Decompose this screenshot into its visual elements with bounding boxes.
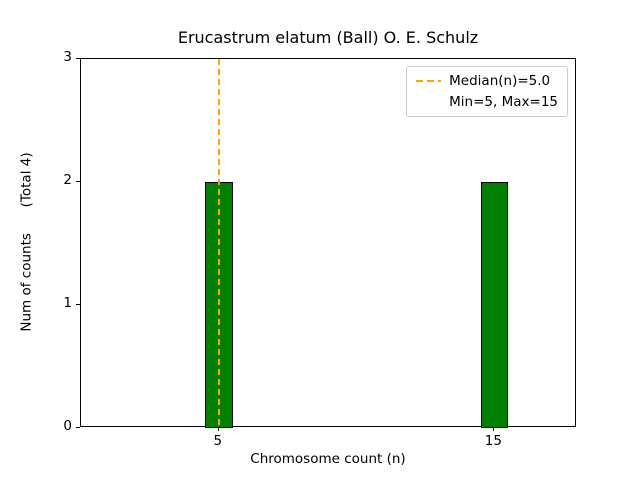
legend-label-minmax: Min=5, Max=15 (449, 94, 558, 111)
x-axis-label: Chromosome count (n) (250, 451, 406, 467)
ytick-label-2: 2 (63, 172, 72, 188)
xtick-label-15: 15 (484, 433, 502, 449)
ytick-label-3: 3 (63, 49, 72, 65)
bar-x15 (480, 182, 509, 428)
ytick-label-1: 1 (63, 295, 72, 311)
plot-area: Median(n)=5.0 Min=5, Max=15 (80, 58, 576, 428)
y-axis-label: Num of counts (Total 4) (18, 152, 35, 332)
ytick-label-0: 0 (63, 418, 72, 434)
xtick-mark (217, 427, 219, 431)
legend-label-median: Median(n)=5.0 (449, 73, 551, 89)
median-line (217, 59, 220, 428)
chart-title: Erucastrum elatum (Ball) O. E. Schulz (177, 28, 479, 47)
ytick-mark (76, 181, 80, 182)
legend-entry-minmax: Min=5, Max=15 (416, 94, 558, 110)
xtick-mark (493, 427, 495, 431)
dashed-line-icon (416, 80, 442, 83)
legend: Median(n)=5.0 Min=5, Max=15 (406, 66, 568, 118)
ytick-mark (76, 304, 80, 305)
legend-entry-median: Median(n)=5.0 (416, 73, 558, 89)
ytick-mark (76, 58, 80, 59)
xtick-label-5: 5 (213, 433, 223, 449)
ytick-mark (76, 427, 80, 428)
